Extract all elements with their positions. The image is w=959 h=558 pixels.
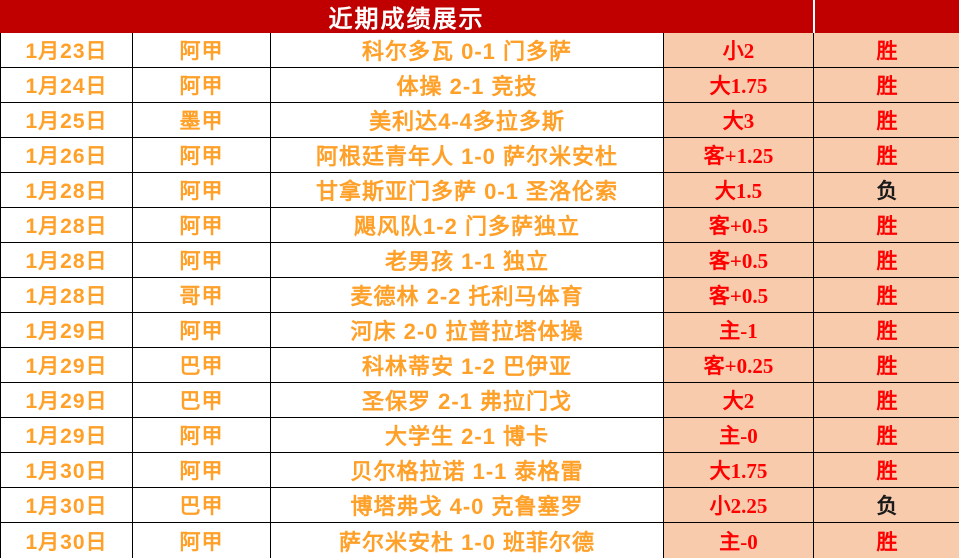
match-cell: 科尔多瓦 0-1 门多萨 — [271, 33, 664, 67]
result-cell: 胜 — [814, 243, 959, 277]
date-cell: 1月26日 — [1, 138, 133, 172]
league-cell: 哥甲 — [133, 278, 271, 312]
handicap-cell: 客+0.5 — [664, 278, 814, 312]
handicap-cell: 大1.75 — [664, 68, 814, 102]
date-cell: 1月30日 — [1, 523, 133, 558]
match-cell: 科林蒂安 1-2 巴伊亚 — [271, 348, 664, 382]
table-row: 1月23日 阿甲 科尔多瓦 0-1 门多萨 小2 胜 — [1, 33, 959, 68]
handicap-cell: 小2 — [664, 33, 814, 67]
result-cell: 胜 — [814, 453, 959, 487]
match-cell: 体操 2-1 竞技 — [271, 68, 664, 102]
league-cell: 巴甲 — [133, 383, 271, 417]
table-row: 1月28日 阿甲 甘拿斯亚门多萨 0-1 圣洛伦索 大1.5 负 — [1, 173, 959, 208]
table-row: 1月26日 阿甲 阿根廷青年人 1-0 萨尔米安杜 客+1.25 胜 — [1, 138, 959, 173]
date-cell: 1月30日 — [1, 488, 133, 522]
date-cell: 1月29日 — [1, 383, 133, 417]
table-row: 1月30日 巴甲 博塔弗戈 4-0 克鲁塞罗 小2.25 负 — [1, 488, 959, 523]
result-cell: 胜 — [814, 68, 959, 102]
page-title: 近期成绩展示 — [328, 7, 485, 33]
league-cell: 阿甲 — [133, 453, 271, 487]
match-cell: 大学生 2-1 博卡 — [271, 418, 664, 452]
date-cell: 1月24日 — [1, 68, 133, 102]
handicap-cell: 大1.5 — [664, 173, 814, 207]
match-cell: 甘拿斯亚门多萨 0-1 圣洛伦索 — [271, 173, 664, 207]
date-cell: 1月23日 — [1, 33, 133, 67]
table-row: 1月28日 阿甲 飓风队1-2 门多萨独立 客+0.5 胜 — [1, 208, 959, 243]
table-body: 1月23日 阿甲 科尔多瓦 0-1 门多萨 小2 胜 1月24日 阿甲 体操 2… — [0, 33, 959, 558]
table-row: 1月28日 阿甲 老男孩 1-1 独立 客+0.5 胜 — [1, 243, 959, 278]
table-row: 1月30日 阿甲 萨尔米安杜 1-0 班菲尔德 主-0 胜 — [1, 523, 959, 558]
result-cell: 胜 — [814, 313, 959, 347]
match-cell: 阿根廷青年人 1-0 萨尔米安杜 — [271, 138, 664, 172]
result-cell: 负 — [814, 488, 959, 522]
result-cell: 胜 — [814, 383, 959, 417]
handicap-cell: 大2 — [664, 383, 814, 417]
result-cell: 胜 — [814, 208, 959, 242]
handicap-cell: 客+0.25 — [664, 348, 814, 382]
league-cell: 阿甲 — [133, 138, 271, 172]
match-cell: 圣保罗 2-1 弗拉门戈 — [271, 383, 664, 417]
table-row: 1月28日 哥甲 麦德林 2-2 托利马体育 客+0.5 胜 — [1, 278, 959, 313]
league-cell: 阿甲 — [133, 313, 271, 347]
table-row: 1月30日 阿甲 贝尔格拉诺 1-1 泰格雷 大1.75 胜 — [1, 453, 959, 488]
date-cell: 1月30日 — [1, 453, 133, 487]
date-cell: 1月28日 — [1, 208, 133, 242]
table-row: 1月29日 阿甲 大学生 2-1 博卡 主-0 胜 — [1, 418, 959, 453]
header-title-cell: 近期成绩展示 — [0, 0, 813, 33]
date-cell: 1月29日 — [1, 348, 133, 382]
table-header: 近期成绩展示 — [0, 0, 959, 33]
table-row: 1月29日 巴甲 圣保罗 2-1 弗拉门戈 大2 胜 — [1, 383, 959, 418]
handicap-cell: 客+1.25 — [664, 138, 814, 172]
result-cell: 负 — [814, 173, 959, 207]
date-cell: 1月29日 — [1, 313, 133, 347]
match-cell: 麦德林 2-2 托利马体育 — [271, 278, 664, 312]
handicap-cell: 大3 — [664, 103, 814, 137]
table-row: 1月29日 阿甲 河床 2-0 拉普拉塔体操 主-1 胜 — [1, 313, 959, 348]
league-cell: 阿甲 — [133, 173, 271, 207]
league-cell: 阿甲 — [133, 208, 271, 242]
handicap-cell: 主-0 — [664, 523, 814, 558]
match-cell: 博塔弗戈 4-0 克鲁塞罗 — [271, 488, 664, 522]
date-cell: 1月25日 — [1, 103, 133, 137]
handicap-cell: 主-0 — [664, 418, 814, 452]
match-cell: 老男孩 1-1 独立 — [271, 243, 664, 277]
league-cell: 阿甲 — [133, 68, 271, 102]
table-row: 1月29日 巴甲 科林蒂安 1-2 巴伊亚 客+0.25 胜 — [1, 348, 959, 383]
date-cell: 1月29日 — [1, 418, 133, 452]
result-cell: 胜 — [814, 348, 959, 382]
league-cell: 阿甲 — [133, 243, 271, 277]
match-cell: 贝尔格拉诺 1-1 泰格雷 — [271, 453, 664, 487]
match-cell: 美利达4-4多拉多斯 — [271, 103, 664, 137]
match-cell: 萨尔米安杜 1-0 班菲尔德 — [271, 523, 664, 558]
league-cell: 巴甲 — [133, 488, 271, 522]
match-cell: 河床 2-0 拉普拉塔体操 — [271, 313, 664, 347]
date-cell: 1月28日 — [1, 173, 133, 207]
league-cell: 墨甲 — [133, 103, 271, 137]
date-cell: 1月28日 — [1, 243, 133, 277]
handicap-cell: 大1.75 — [664, 453, 814, 487]
league-cell: 巴甲 — [133, 348, 271, 382]
result-cell: 胜 — [814, 103, 959, 137]
league-cell: 阿甲 — [133, 418, 271, 452]
result-cell: 胜 — [814, 33, 959, 67]
handicap-cell: 客+0.5 — [664, 208, 814, 242]
league-cell: 阿甲 — [133, 33, 271, 67]
result-cell: 胜 — [814, 523, 959, 558]
table-row: 1月25日 墨甲 美利达4-4多拉多斯 大3 胜 — [1, 103, 959, 138]
handicap-cell: 小2.25 — [664, 488, 814, 522]
handicap-cell: 主-1 — [664, 313, 814, 347]
result-cell: 胜 — [814, 138, 959, 172]
result-cell: 胜 — [814, 418, 959, 452]
table-row: 1月24日 阿甲 体操 2-1 竞技 大1.75 胜 — [1, 68, 959, 103]
result-cell: 胜 — [814, 278, 959, 312]
date-cell: 1月28日 — [1, 278, 133, 312]
header-result-cell — [813, 0, 959, 33]
league-cell: 阿甲 — [133, 523, 271, 558]
handicap-cell: 客+0.5 — [664, 243, 814, 277]
match-cell: 飓风队1-2 门多萨独立 — [271, 208, 664, 242]
